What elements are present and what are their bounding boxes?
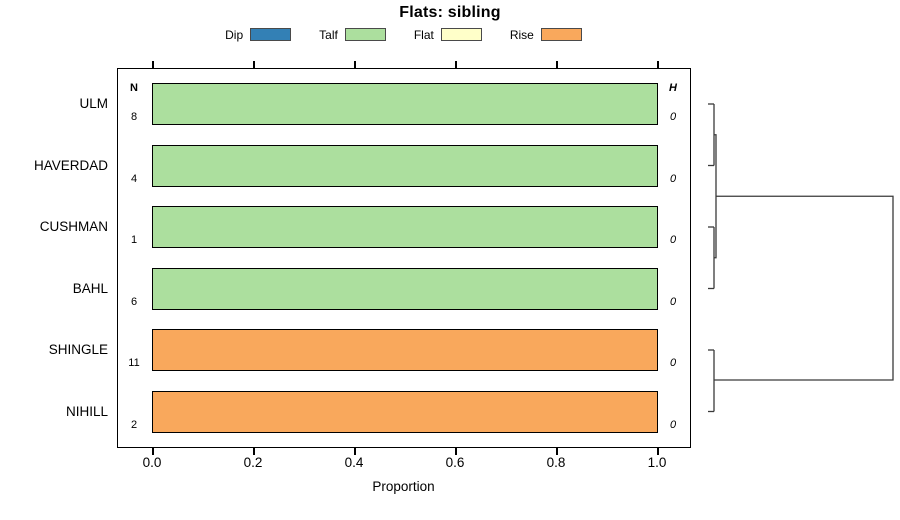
legend: Dip Talf Flat Rise bbox=[117, 26, 690, 43]
legend-swatch-dip bbox=[250, 28, 292, 41]
legend-label-dip: Dip bbox=[225, 27, 244, 42]
row-label-haverdad: HAVERDAD bbox=[33, 157, 108, 173]
x-tick-label: 0.4 bbox=[344, 455, 364, 470]
h-value: 0 bbox=[669, 357, 677, 369]
h-value: 0 bbox=[669, 234, 677, 246]
x-axis-tick-top bbox=[455, 61, 457, 68]
bar-ulm bbox=[152, 83, 658, 125]
x-axis-tick-top bbox=[253, 61, 255, 68]
row-label-cushman: CUSHMAN bbox=[39, 219, 108, 234]
x-axis-tick-bottom bbox=[253, 448, 255, 455]
legend-entry-talf: Talf bbox=[319, 28, 386, 42]
row-label-nihill: NIHILL bbox=[65, 403, 108, 419]
row-label-shingle: SHINGLE bbox=[48, 342, 108, 357]
x-axis-tick-bottom bbox=[354, 448, 356, 455]
x-axis-title: Proportion bbox=[372, 479, 435, 494]
legend-entry-dip: Dip bbox=[225, 27, 292, 42]
bar-shingle bbox=[152, 329, 658, 371]
x-axis-tick-bottom bbox=[657, 448, 659, 455]
n-value: 11 bbox=[128, 357, 140, 369]
legend-label-flat: Flat bbox=[413, 27, 434, 42]
x-axis-tick-bottom bbox=[455, 448, 457, 455]
x-axis-tick-top bbox=[152, 61, 154, 68]
legend-swatch-talf bbox=[344, 28, 386, 41]
legend-entry-rise: Rise bbox=[510, 28, 582, 42]
x-tick-label: 0.8 bbox=[546, 455, 566, 470]
n-column-header: N bbox=[130, 82, 138, 94]
x-axis-tick-bottom bbox=[556, 448, 558, 455]
x-axis-tick-top bbox=[556, 61, 558, 68]
row-label-ulm: ULM bbox=[79, 96, 108, 111]
n-value: 8 bbox=[130, 111, 138, 123]
row-label-bahl: BAHL bbox=[72, 280, 108, 296]
h-value: 0 bbox=[669, 295, 677, 308]
h-value: 0 bbox=[669, 172, 677, 185]
x-axis-tick-top bbox=[657, 61, 659, 68]
legend-label-talf: Talf bbox=[319, 27, 338, 42]
bar-haverdad bbox=[152, 144, 658, 187]
n-value: 2 bbox=[130, 418, 138, 431]
chart-title: Flats: sibling bbox=[399, 4, 501, 21]
legend-swatch-flat bbox=[440, 28, 482, 41]
plot-area bbox=[117, 68, 691, 448]
x-tick-label: 0.2 bbox=[243, 455, 263, 470]
n-value: 4 bbox=[130, 172, 138, 185]
h-value: 0 bbox=[669, 111, 677, 123]
x-axis-tick-top bbox=[354, 61, 356, 68]
n-value: 6 bbox=[130, 295, 138, 308]
x-tick-label: 0.6 bbox=[445, 455, 465, 470]
bar-bahl bbox=[152, 267, 658, 310]
bar-nihill bbox=[152, 390, 658, 433]
legend-swatch-rise bbox=[540, 28, 582, 41]
x-tick-label: 1.0 bbox=[647, 455, 667, 470]
x-tick-label: 0.0 bbox=[142, 455, 162, 470]
x-axis-tick-bottom bbox=[152, 448, 154, 455]
h-value: 0 bbox=[669, 418, 677, 431]
h-column-header: H bbox=[669, 82, 677, 94]
n-value: 1 bbox=[130, 234, 138, 246]
bar-cushman bbox=[152, 206, 658, 248]
legend-label-rise: Rise bbox=[509, 27, 534, 42]
legend-entry-flat: Flat bbox=[414, 28, 482, 42]
